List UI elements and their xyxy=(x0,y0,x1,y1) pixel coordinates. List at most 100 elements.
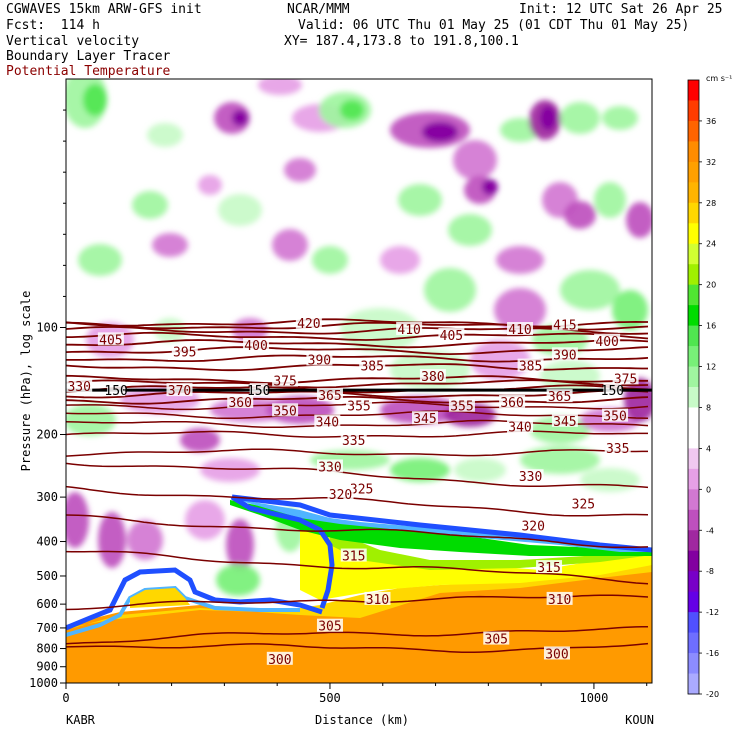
colorbar-units: cm s⁻¹ xyxy=(706,74,732,83)
isentrope-label-bg-26 xyxy=(448,398,475,412)
colorbar-swatch-3 xyxy=(688,141,699,163)
isentrope-415 xyxy=(66,321,649,331)
velocity-cell-34 xyxy=(496,246,544,274)
isentrope-label-29: 345 xyxy=(413,412,436,427)
velocity-cell-28 xyxy=(626,202,652,238)
isentrope-label-bg-12 xyxy=(517,358,544,372)
init-time: Init: 12 UTC Sat 26 Apr 25 xyxy=(519,2,723,17)
isentrope-label-bg-29 xyxy=(411,411,438,425)
colorbar-swatch-5 xyxy=(688,182,699,204)
isentrope-label-27: 350 xyxy=(273,404,296,419)
isentrope-label-bg-37 xyxy=(348,481,375,495)
plot-frame xyxy=(65,78,653,684)
left-endpoint-label: KABR xyxy=(66,713,96,727)
isentrope-label-bg-15 xyxy=(612,371,639,385)
isentrope-label-bg-4 xyxy=(97,332,124,346)
velocity-cell-33 xyxy=(448,214,492,246)
colorbar-swatch-20 xyxy=(688,489,699,511)
velocity-cell-16 xyxy=(560,102,600,134)
isentrope-label-bg-18 xyxy=(107,383,126,397)
colorbar-label-28: 28 xyxy=(706,199,716,208)
velocity-cell-12 xyxy=(453,140,497,180)
plot-area: 420 410 410 415 405 405 400 400 395 390 390 385 385 3… xyxy=(66,79,652,683)
isentrope-label-17: 370 xyxy=(168,384,191,399)
y-tick-label-400: 400 xyxy=(36,535,58,549)
isentrope-label-bg-11 xyxy=(359,358,386,372)
field-boundary-layer-tracer: Boundary Layer Tracer xyxy=(6,49,171,64)
velocity-cell-19 xyxy=(198,175,222,195)
colorbar-swatch-17 xyxy=(688,427,699,449)
velocity-cell-61 xyxy=(520,446,600,474)
velocity-cell-24 xyxy=(482,179,498,195)
isentrope-label-bg-33 xyxy=(340,432,367,446)
isentrope-label-21: 365 xyxy=(318,389,341,404)
isentrope-420 xyxy=(66,318,648,328)
colorbar-label-4: 4 xyxy=(706,444,711,453)
isentrope-label-bg-20 xyxy=(603,383,622,397)
colorbar-label-32: 32 xyxy=(706,158,716,167)
isentrope-label-41: 315 xyxy=(342,550,365,565)
isentrope-label-bg-47 xyxy=(266,651,293,665)
colorbar-swatch-29 xyxy=(688,673,699,695)
isentrope-label-bg-31 xyxy=(314,414,341,428)
isentrope-label-42: 315 xyxy=(537,561,560,576)
field-potential-temperature: Potential Temperature xyxy=(6,64,171,79)
colorbar-swatch-8 xyxy=(688,243,699,265)
isentrope-label-bg-21 xyxy=(316,388,343,402)
isentrope-label-bg-28 xyxy=(602,408,629,422)
colorbar-label--8: -8 xyxy=(706,567,714,576)
velocity-cell-39 xyxy=(612,290,648,330)
isentrope-label-bg-14 xyxy=(272,373,299,387)
isentrope-label-18: 150 xyxy=(104,384,127,399)
colorbar-swatch-18 xyxy=(688,448,699,470)
isentrope-label-bg-13 xyxy=(419,369,446,383)
colorbar-swatch-7 xyxy=(688,223,699,245)
colorbar-swatch-12 xyxy=(688,325,699,347)
y-tick-label-100: 100 xyxy=(36,320,58,334)
isentrope-label-bg-27 xyxy=(272,403,299,417)
isentrope-label-bg-43 xyxy=(364,591,391,605)
isentrope-label-bg-7 xyxy=(594,333,621,347)
y-tick-label-1000: 1000 xyxy=(29,676,58,690)
isentrope-label-bg-46 xyxy=(483,631,510,645)
isentrope-label-bg-48 xyxy=(543,646,570,660)
colorbar-swatch-10 xyxy=(688,284,699,306)
colorbar-label--12: -12 xyxy=(706,608,719,617)
colorbar-swatch-28 xyxy=(688,653,699,675)
right-endpoint-label: KOUN xyxy=(625,713,654,727)
velocity-cell-57 xyxy=(200,458,260,482)
colorbar-swatch-1 xyxy=(688,100,699,122)
isentrope-label-38: 325 xyxy=(572,498,595,513)
velocity-cell-4 xyxy=(232,110,248,126)
isentrope-label-25: 355 xyxy=(347,400,370,415)
velocity-cell-62 xyxy=(580,468,640,492)
colorbar-swatch-26 xyxy=(688,612,699,634)
isentrope-label-14: 375 xyxy=(273,375,296,390)
isentrope-label-37: 325 xyxy=(350,483,373,498)
org-label: NCAR/MMM xyxy=(287,2,350,17)
isentrope-315 xyxy=(66,550,649,585)
isentrope-label-bg-42 xyxy=(536,560,563,574)
isentrope-label-22: 365 xyxy=(548,390,571,405)
isentrope-label-45: 305 xyxy=(318,620,341,635)
isentrope-395 xyxy=(66,346,649,356)
colorbar-swatch-23 xyxy=(688,550,699,572)
isentrope-label-bg-3 xyxy=(551,317,578,331)
colorbar-swatch-21 xyxy=(688,509,699,531)
x-axis: 0 500 1000 xyxy=(62,683,648,705)
isentrope-label-bg-9 xyxy=(306,352,333,366)
velocity-cell-9 xyxy=(284,158,316,182)
yellow-bright-band xyxy=(300,520,652,600)
velocity-cell-21 xyxy=(272,229,308,261)
isentrope-label-44: 310 xyxy=(548,593,571,608)
colorbar-swatch-15 xyxy=(688,387,699,408)
colorbar-label-24: 24 xyxy=(706,240,716,249)
colorbar-label--20: -20 xyxy=(706,690,719,699)
velocity-cell-17 xyxy=(602,106,638,130)
isentrope-label-11: 385 xyxy=(360,360,383,375)
colorbar-frame xyxy=(687,79,700,695)
isentrope-label-bg-40 xyxy=(520,518,547,532)
isentrope-label-10: 390 xyxy=(553,348,576,363)
isentrope-label-4: 405 xyxy=(99,333,122,348)
isentrope-label-6: 400 xyxy=(244,339,267,354)
